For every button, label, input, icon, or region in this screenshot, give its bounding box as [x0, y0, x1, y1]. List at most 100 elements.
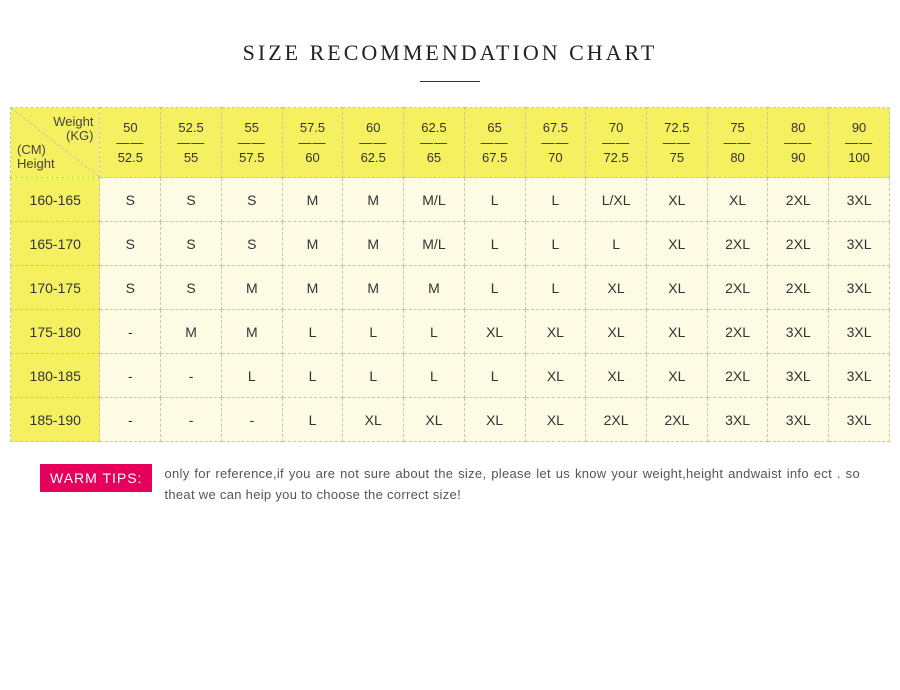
- range-bot: 67.5: [465, 150, 525, 165]
- range-top: 50: [100, 120, 160, 135]
- size-cell: 3XL: [707, 398, 768, 442]
- range-top: 75: [708, 120, 768, 135]
- size-cell: M/L: [404, 178, 465, 222]
- range-top: 67.5: [526, 120, 586, 135]
- size-cell: M: [161, 310, 222, 354]
- size-cell: S: [100, 178, 161, 222]
- size-cell: 2XL: [586, 398, 647, 442]
- size-cell: XL: [525, 398, 586, 442]
- size-cell: S: [221, 222, 282, 266]
- weight-col-5: 62.5——65: [404, 108, 465, 178]
- size-cell: XL: [404, 398, 465, 442]
- size-cell: L: [282, 310, 343, 354]
- range-dash: ——: [161, 135, 221, 150]
- size-cell: 2XL: [646, 398, 707, 442]
- size-cell: -: [100, 310, 161, 354]
- weight-col-9: 72.5——75: [646, 108, 707, 178]
- size-cell: 2XL: [768, 222, 829, 266]
- weight-col-1: 52.5——55: [161, 108, 222, 178]
- size-cell: -: [161, 398, 222, 442]
- range-top: 52.5: [161, 120, 221, 135]
- size-cell: 3XL: [829, 310, 890, 354]
- size-cell: -: [100, 354, 161, 398]
- corner-cm-label: (CM): [17, 142, 46, 157]
- title-underline: [420, 81, 480, 82]
- range-dash: ——: [647, 135, 707, 150]
- range-dash: ——: [526, 135, 586, 150]
- range-dash: ——: [283, 135, 343, 150]
- size-cell: XL: [646, 310, 707, 354]
- size-cell: L: [525, 178, 586, 222]
- size-cell: XL: [646, 266, 707, 310]
- height-range: 170-175: [11, 266, 100, 310]
- size-cell: 3XL: [768, 354, 829, 398]
- size-cell: M: [404, 266, 465, 310]
- height-range: 180-185: [11, 354, 100, 398]
- size-cell: S: [100, 222, 161, 266]
- weight-col-6: 65——67.5: [464, 108, 525, 178]
- range-top: 65: [465, 120, 525, 135]
- size-cell: M: [343, 222, 404, 266]
- corner-cell: Weight (KG) (CM) Height: [11, 108, 100, 178]
- size-cell: L: [404, 354, 465, 398]
- table-row: 180-185--LLLLLXLXLXL2XL3XL3XL: [11, 354, 890, 398]
- corner-weight-label: Weight: [53, 114, 93, 129]
- size-cell: S: [161, 266, 222, 310]
- height-range: 165-170: [11, 222, 100, 266]
- size-cell: S: [161, 178, 222, 222]
- weight-col-10: 75——80: [707, 108, 768, 178]
- table-row: 185-190---LXLXLXLXL2XL2XL3XL3XL3XL: [11, 398, 890, 442]
- range-top: 72.5: [647, 120, 707, 135]
- tips-text: only for reference,if you are not sure a…: [164, 464, 860, 506]
- size-cell: XL: [646, 354, 707, 398]
- table-row: 175-180-MMLLLXLXLXLXL2XL3XL3XL: [11, 310, 890, 354]
- range-bot: 100: [829, 150, 889, 165]
- range-bot: 65: [404, 150, 464, 165]
- size-cell: XL: [707, 178, 768, 222]
- range-bot: 72.5: [586, 150, 646, 165]
- weight-col-11: 80——90: [768, 108, 829, 178]
- page-title: SIZE RECOMMENDATION CHART: [0, 40, 900, 66]
- size-cell: 3XL: [829, 266, 890, 310]
- range-dash: ——: [829, 135, 889, 150]
- size-cell: L: [404, 310, 465, 354]
- size-cell: M: [282, 178, 343, 222]
- range-dash: ——: [708, 135, 768, 150]
- size-cell: M: [282, 222, 343, 266]
- range-bot: 55: [161, 150, 221, 165]
- range-bot: 70: [526, 150, 586, 165]
- range-dash: ——: [465, 135, 525, 150]
- size-cell: 3XL: [829, 354, 890, 398]
- size-cell: XL: [646, 178, 707, 222]
- weight-col-12: 90——100: [829, 108, 890, 178]
- size-cell: XL: [464, 310, 525, 354]
- chart-body: 160-165SSSMMM/LLLL/XLXLXL2XL3XL165-170SS…: [11, 178, 890, 442]
- range-bot: 57.5: [222, 150, 282, 165]
- range-bot: 75: [647, 150, 707, 165]
- range-top: 55: [222, 120, 282, 135]
- size-cell: L: [282, 354, 343, 398]
- size-cell: -: [221, 398, 282, 442]
- size-cell: 2XL: [707, 310, 768, 354]
- range-bot: 62.5: [343, 150, 403, 165]
- size-cell: XL: [586, 354, 647, 398]
- size-cell: L/XL: [586, 178, 647, 222]
- size-cell: M/L: [404, 222, 465, 266]
- range-bot: 52.5: [100, 150, 160, 165]
- size-cell: 2XL: [768, 178, 829, 222]
- corner-height-label: Height: [17, 156, 55, 171]
- weight-col-4: 60——62.5: [343, 108, 404, 178]
- range-top: 57.5: [283, 120, 343, 135]
- size-cell: 2XL: [707, 354, 768, 398]
- weight-col-3: 57.5——60: [282, 108, 343, 178]
- size-cell: S: [161, 222, 222, 266]
- size-cell: -: [161, 354, 222, 398]
- range-bot: 80: [708, 150, 768, 165]
- range-top: 60: [343, 120, 403, 135]
- size-cell: S: [100, 266, 161, 310]
- size-chart-table: Weight (KG) (CM) Height 50——52.552.5——55…: [10, 107, 890, 442]
- range-dash: ——: [768, 135, 828, 150]
- size-cell: L: [464, 354, 525, 398]
- range-top: 62.5: [404, 120, 464, 135]
- corner-kg-label: (KG): [66, 128, 93, 143]
